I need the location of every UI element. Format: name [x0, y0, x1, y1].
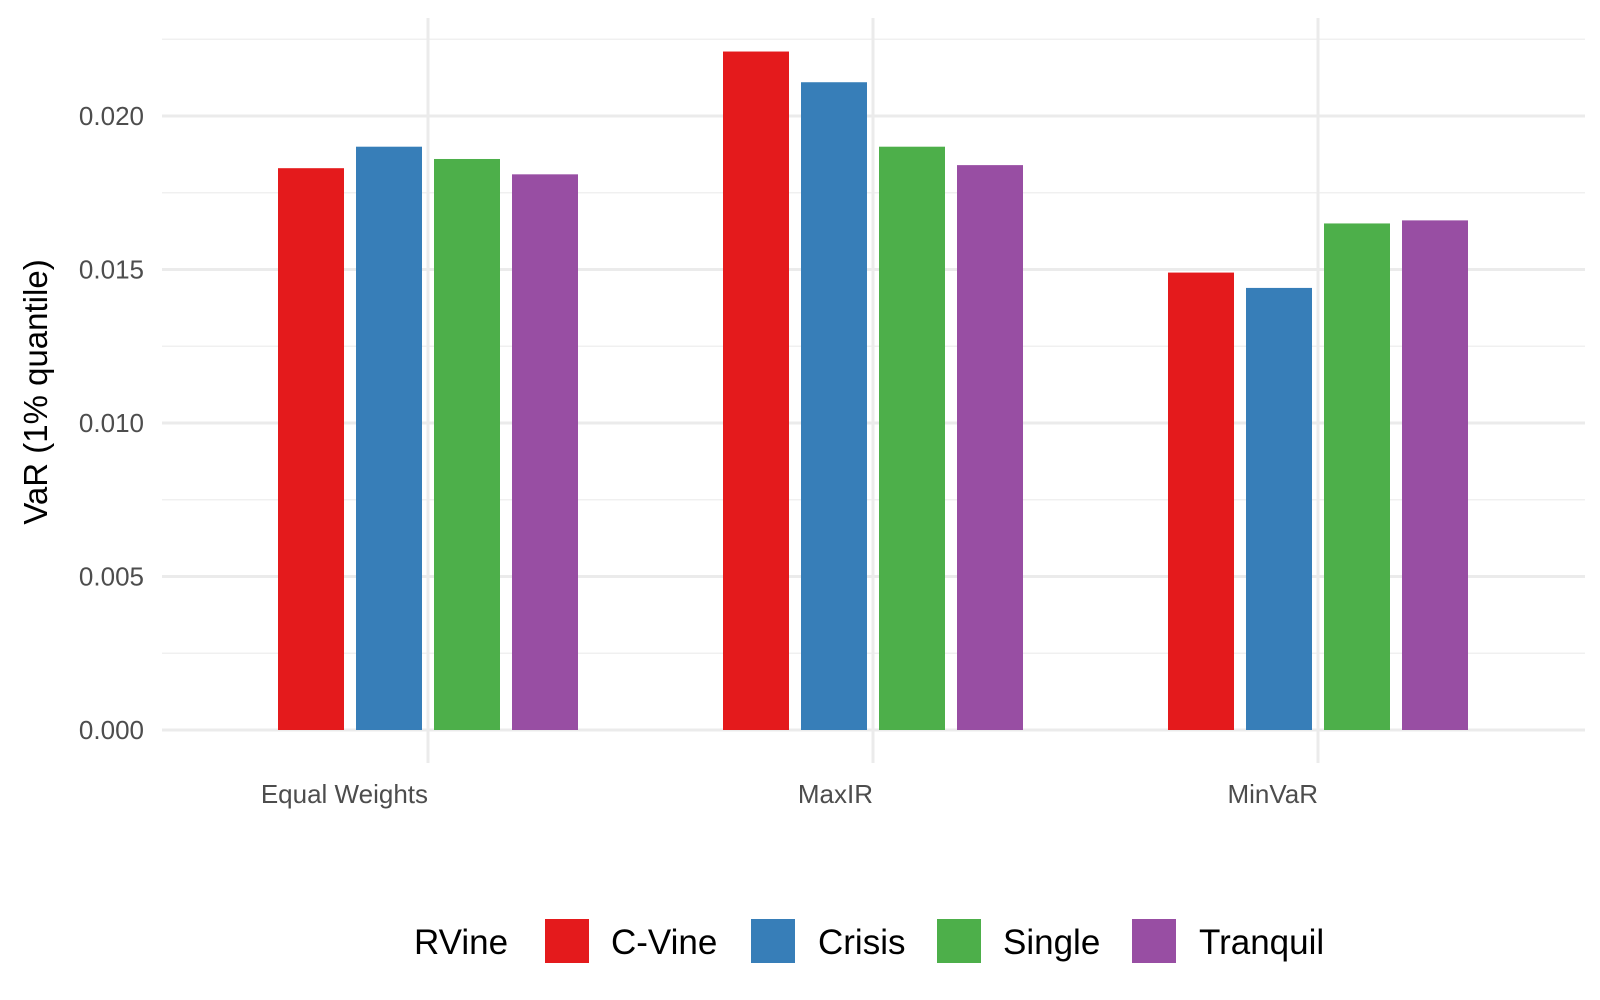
legend-label-tranquil: Tranquil — [1199, 923, 1324, 962]
bar-crisis-equal-weights — [356, 146, 422, 730]
bar-crisis-minvar — [1246, 287, 1312, 730]
x-tick-labels: Equal Weights MaxIR MinVaR — [261, 779, 1318, 809]
y-tick-label: 0.015 — [79, 255, 144, 285]
bar-single-maxir — [879, 146, 945, 730]
bar-tranquil-equal-weights — [512, 174, 578, 730]
x-tick-label: MinVaR — [1227, 779, 1318, 809]
legend-title: RVine — [414, 923, 508, 962]
bar-c-vine-equal-weights — [278, 168, 344, 730]
bar-tranquil-minvar — [1402, 220, 1468, 730]
bar-single-equal-weights — [434, 158, 500, 731]
legend-key-crisis — [751, 919, 795, 963]
legend: RVine C-Vine Crisis Single Tranquil — [414, 919, 1324, 963]
bar-tranquil-maxir — [957, 165, 1023, 730]
legend-label-crisis: Crisis — [818, 923, 905, 962]
bar-crisis-maxir — [801, 82, 867, 731]
bar-c-vine-minvar — [1168, 272, 1234, 730]
bars — [278, 51, 1468, 731]
legend-label-single: Single — [1003, 923, 1100, 962]
legend-label-c-vine: C-Vine — [611, 923, 717, 962]
legend-key-single — [937, 919, 981, 963]
x-tick-label: Equal Weights — [261, 779, 428, 809]
bar-c-vine-maxir — [723, 51, 789, 730]
bar-single-minvar — [1324, 223, 1390, 730]
legend-key-tranquil — [1132, 919, 1176, 963]
y-tick-label: 0.000 — [79, 715, 144, 745]
y-tick-labels: 0.000 0.005 0.010 0.015 0.020 — [79, 101, 144, 745]
legend-key-c-vine — [545, 919, 589, 963]
y-tick-label: 0.010 — [79, 408, 144, 438]
y-axis-title: VaR (1% quantile) — [17, 259, 54, 524]
y-tick-label: 0.020 — [79, 101, 144, 131]
x-tick-label: MaxIR — [798, 779, 873, 809]
y-tick-label: 0.005 — [79, 562, 144, 592]
